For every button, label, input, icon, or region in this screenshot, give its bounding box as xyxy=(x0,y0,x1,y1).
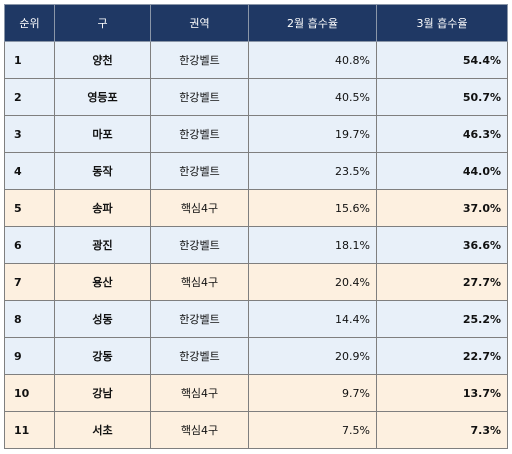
table-row: 3 마포 한강벨트 19.7% 46.3% xyxy=(4,115,508,153)
rank-cell: 8 xyxy=(4,300,55,338)
zone-cell: 핵심4구 xyxy=(150,411,249,449)
gu-cell: 강동 xyxy=(54,337,151,375)
zone-cell: 한강벨트 xyxy=(150,115,249,153)
zone-cell: 핵심4구 xyxy=(150,374,249,412)
absorption-rate-table-container: 순위 구 권역 2월 흡수율 3월 흡수율 1 양천 한강벨트 40.8% 54.4% 2… xyxy=(4,4,508,449)
rank-cell: 2 xyxy=(4,78,55,116)
rank-cell: 1 xyxy=(4,41,55,79)
zone-cell: 한강벨트 xyxy=(150,41,249,79)
rank-cell: 10 xyxy=(4,374,55,412)
table-row: 11 서초 핵심4구 7.5% 7.3% xyxy=(4,411,508,449)
zone-cell: 한강벨트 xyxy=(150,78,249,116)
mar-rate-cell: 22.7% xyxy=(376,337,508,375)
feb-rate-cell: 40.5% xyxy=(248,78,377,116)
mar-rate-cell: 46.3% xyxy=(376,115,508,153)
feb-rate-cell: 20.9% xyxy=(248,337,377,375)
header-gu: 구 xyxy=(54,4,151,42)
zone-cell: 한강벨트 xyxy=(150,337,249,375)
absorption-rate-table: 순위 구 권역 2월 흡수율 3월 흡수율 1 양천 한강벨트 40.8% 54.4% 2… xyxy=(4,4,508,449)
table-row: 10 강남 핵심4구 9.7% 13.7% xyxy=(4,374,508,412)
header-feb-rate: 2월 흡수율 xyxy=(248,4,377,42)
gu-cell: 성동 xyxy=(54,300,151,338)
gu-cell: 송파 xyxy=(54,189,151,227)
mar-rate-cell: 37.0% xyxy=(376,189,508,227)
gu-cell: 영등포 xyxy=(54,78,151,116)
table-row: 8 성동 한강벨트 14.4% 25.2% xyxy=(4,300,508,338)
rank-cell: 6 xyxy=(4,226,55,264)
rank-cell: 7 xyxy=(4,263,55,301)
feb-rate-cell: 14.4% xyxy=(248,300,377,338)
rank-cell: 9 xyxy=(4,337,55,375)
zone-cell: 한강벨트 xyxy=(150,226,249,264)
table-header: 순위 구 권역 2월 흡수율 3월 흡수율 xyxy=(4,4,508,42)
gu-cell: 용산 xyxy=(54,263,151,301)
feb-rate-cell: 18.1% xyxy=(248,226,377,264)
mar-rate-cell: 36.6% xyxy=(376,226,508,264)
gu-cell: 강남 xyxy=(54,374,151,412)
zone-cell: 핵심4구 xyxy=(150,263,249,301)
zone-cell: 한강벨트 xyxy=(150,300,249,338)
feb-rate-cell: 23.5% xyxy=(248,152,377,190)
table-row: 2 영등포 한강벨트 40.5% 50.7% xyxy=(4,78,508,116)
table-row: 5 송파 핵심4구 15.6% 37.0% xyxy=(4,189,508,227)
feb-rate-cell: 40.8% xyxy=(248,41,377,79)
zone-cell: 한강벨트 xyxy=(150,152,249,190)
header-row: 순위 구 권역 2월 흡수율 3월 흡수율 xyxy=(4,4,508,42)
gu-cell: 양천 xyxy=(54,41,151,79)
mar-rate-cell: 54.4% xyxy=(376,41,508,79)
table-row: 7 용산 핵심4구 20.4% 27.7% xyxy=(4,263,508,301)
rank-cell: 4 xyxy=(4,152,55,190)
rank-cell: 11 xyxy=(4,411,55,449)
feb-rate-cell: 7.5% xyxy=(248,411,377,449)
zone-cell: 핵심4구 xyxy=(150,189,249,227)
gu-cell: 마포 xyxy=(54,115,151,153)
table-row: 6 광진 한강벨트 18.1% 36.6% xyxy=(4,226,508,264)
table-row: 1 양천 한강벨트 40.8% 54.4% xyxy=(4,41,508,79)
mar-rate-cell: 25.2% xyxy=(376,300,508,338)
feb-rate-cell: 15.6% xyxy=(248,189,377,227)
header-zone: 권역 xyxy=(150,4,249,42)
mar-rate-cell: 13.7% xyxy=(376,374,508,412)
mar-rate-cell: 27.7% xyxy=(376,263,508,301)
rank-cell: 5 xyxy=(4,189,55,227)
mar-rate-cell: 50.7% xyxy=(376,78,508,116)
table-row: 4 동작 한강벨트 23.5% 44.0% xyxy=(4,152,508,190)
mar-rate-cell: 44.0% xyxy=(376,152,508,190)
rank-cell: 3 xyxy=(4,115,55,153)
feb-rate-cell: 20.4% xyxy=(248,263,377,301)
table-body: 1 양천 한강벨트 40.8% 54.4% 2 영등포 한강벨트 40.5% 50.7% 3 마포 한강… xyxy=(4,41,508,449)
gu-cell: 동작 xyxy=(54,152,151,190)
feb-rate-cell: 19.7% xyxy=(248,115,377,153)
table-row: 9 강동 한강벨트 20.9% 22.7% xyxy=(4,337,508,375)
mar-rate-cell: 7.3% xyxy=(376,411,508,449)
header-rank: 순위 xyxy=(4,4,55,42)
header-mar-rate: 3월 흡수율 xyxy=(376,4,508,42)
gu-cell: 서초 xyxy=(54,411,151,449)
gu-cell: 광진 xyxy=(54,226,151,264)
feb-rate-cell: 9.7% xyxy=(248,374,377,412)
